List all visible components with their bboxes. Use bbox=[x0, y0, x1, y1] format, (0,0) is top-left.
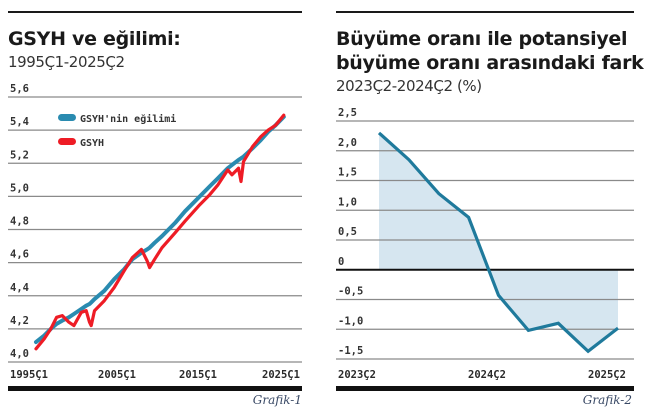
chart-panel-gsyh: GSYH ve eğilimi: 1995Ç1-2025Ç2 5,6 5,4 5,2… bbox=[0, 0, 320, 418]
top-rule bbox=[336, 11, 634, 13]
x-tick-label: 2024Ç2 bbox=[468, 369, 506, 381]
chart-subtitle: 2023Ç2-2024Ç2 (%) bbox=[336, 77, 482, 95]
x-tick-label: 2015Ç1 bbox=[179, 369, 217, 381]
figure-caption: Grafik-1 bbox=[252, 393, 302, 407]
y-tick-label: 5,0 bbox=[10, 182, 29, 194]
y-tick-label: 4,8 bbox=[10, 216, 29, 228]
legend-label: GSYH'nin eğilimi bbox=[80, 113, 176, 125]
y-tick-label: 0,5 bbox=[338, 226, 357, 238]
y-tick-label: 4,4 bbox=[10, 282, 29, 294]
y-tick-label: -1,5 bbox=[338, 345, 363, 357]
figure-caption: Grafik-2 bbox=[582, 393, 632, 407]
y-tick-label: -1,0 bbox=[338, 315, 363, 327]
y-tick-label: 0 bbox=[338, 256, 344, 268]
chart-title: GSYH ve eğilimi: bbox=[8, 28, 181, 50]
top-rule bbox=[8, 11, 302, 13]
y-tick-label: -0,5 bbox=[338, 286, 363, 298]
growth-gap-line bbox=[377, 131, 619, 354]
x-tick-label: 2023Ç2 bbox=[338, 369, 376, 381]
area-fill bbox=[379, 132, 618, 352]
gsyh-line bbox=[34, 113, 286, 351]
y-tick-label: 2,0 bbox=[338, 137, 357, 149]
gsyh-line-chart: 5,6 5,4 5,2 5,0 4,8 4,6 4,4 4,2 4,0 1995Ç1 2005Ç1 2… bbox=[8, 83, 302, 381]
legend-swatch-trend bbox=[58, 114, 76, 121]
legend-swatch-gsyh bbox=[58, 138, 76, 145]
y-tick-label: 4,2 bbox=[10, 315, 29, 327]
y-tick-label: 5,4 bbox=[10, 116, 29, 128]
y-tick-label: 1,5 bbox=[338, 167, 357, 179]
chart-title-line1: Büyüme oranı ile potansiyel bbox=[336, 28, 628, 50]
growth-gap-area-chart: 2,5 2,0 1,5 1,0 0,5 0 -0,5 -1,0 -1,5 2023Ç2 2024Ç2… bbox=[336, 107, 634, 381]
bottom-bar bbox=[8, 386, 302, 391]
x-tick-label: 2025Ç2 bbox=[588, 369, 626, 381]
gsyh-trend-line bbox=[34, 114, 286, 345]
legend-label: GSYH bbox=[80, 138, 104, 149]
chart-subtitle: 1995Ç1-2025Ç2 bbox=[8, 53, 125, 71]
x-tick-label: 2005Ç1 bbox=[98, 369, 136, 381]
bottom-bar bbox=[336, 386, 634, 391]
y-tick-label: 4,6 bbox=[10, 249, 29, 261]
y-tick-label: 2,5 bbox=[338, 107, 357, 119]
y-tick-label: 5,2 bbox=[10, 149, 29, 161]
chart-title-line2: büyüme oranı arasındaki fark bbox=[336, 52, 644, 74]
x-tick-label: 1995Ç1 bbox=[10, 369, 48, 381]
y-tick-label: 1,0 bbox=[338, 196, 357, 208]
x-tick-label: 2025Ç1 bbox=[262, 369, 300, 381]
y-tick-label: 5,6 bbox=[10, 83, 29, 95]
chart-panel-growth-gap: Büyüme oranı ile potansiyel büyüme oranı… bbox=[320, 0, 650, 418]
y-tick-label: 4,0 bbox=[10, 348, 29, 360]
